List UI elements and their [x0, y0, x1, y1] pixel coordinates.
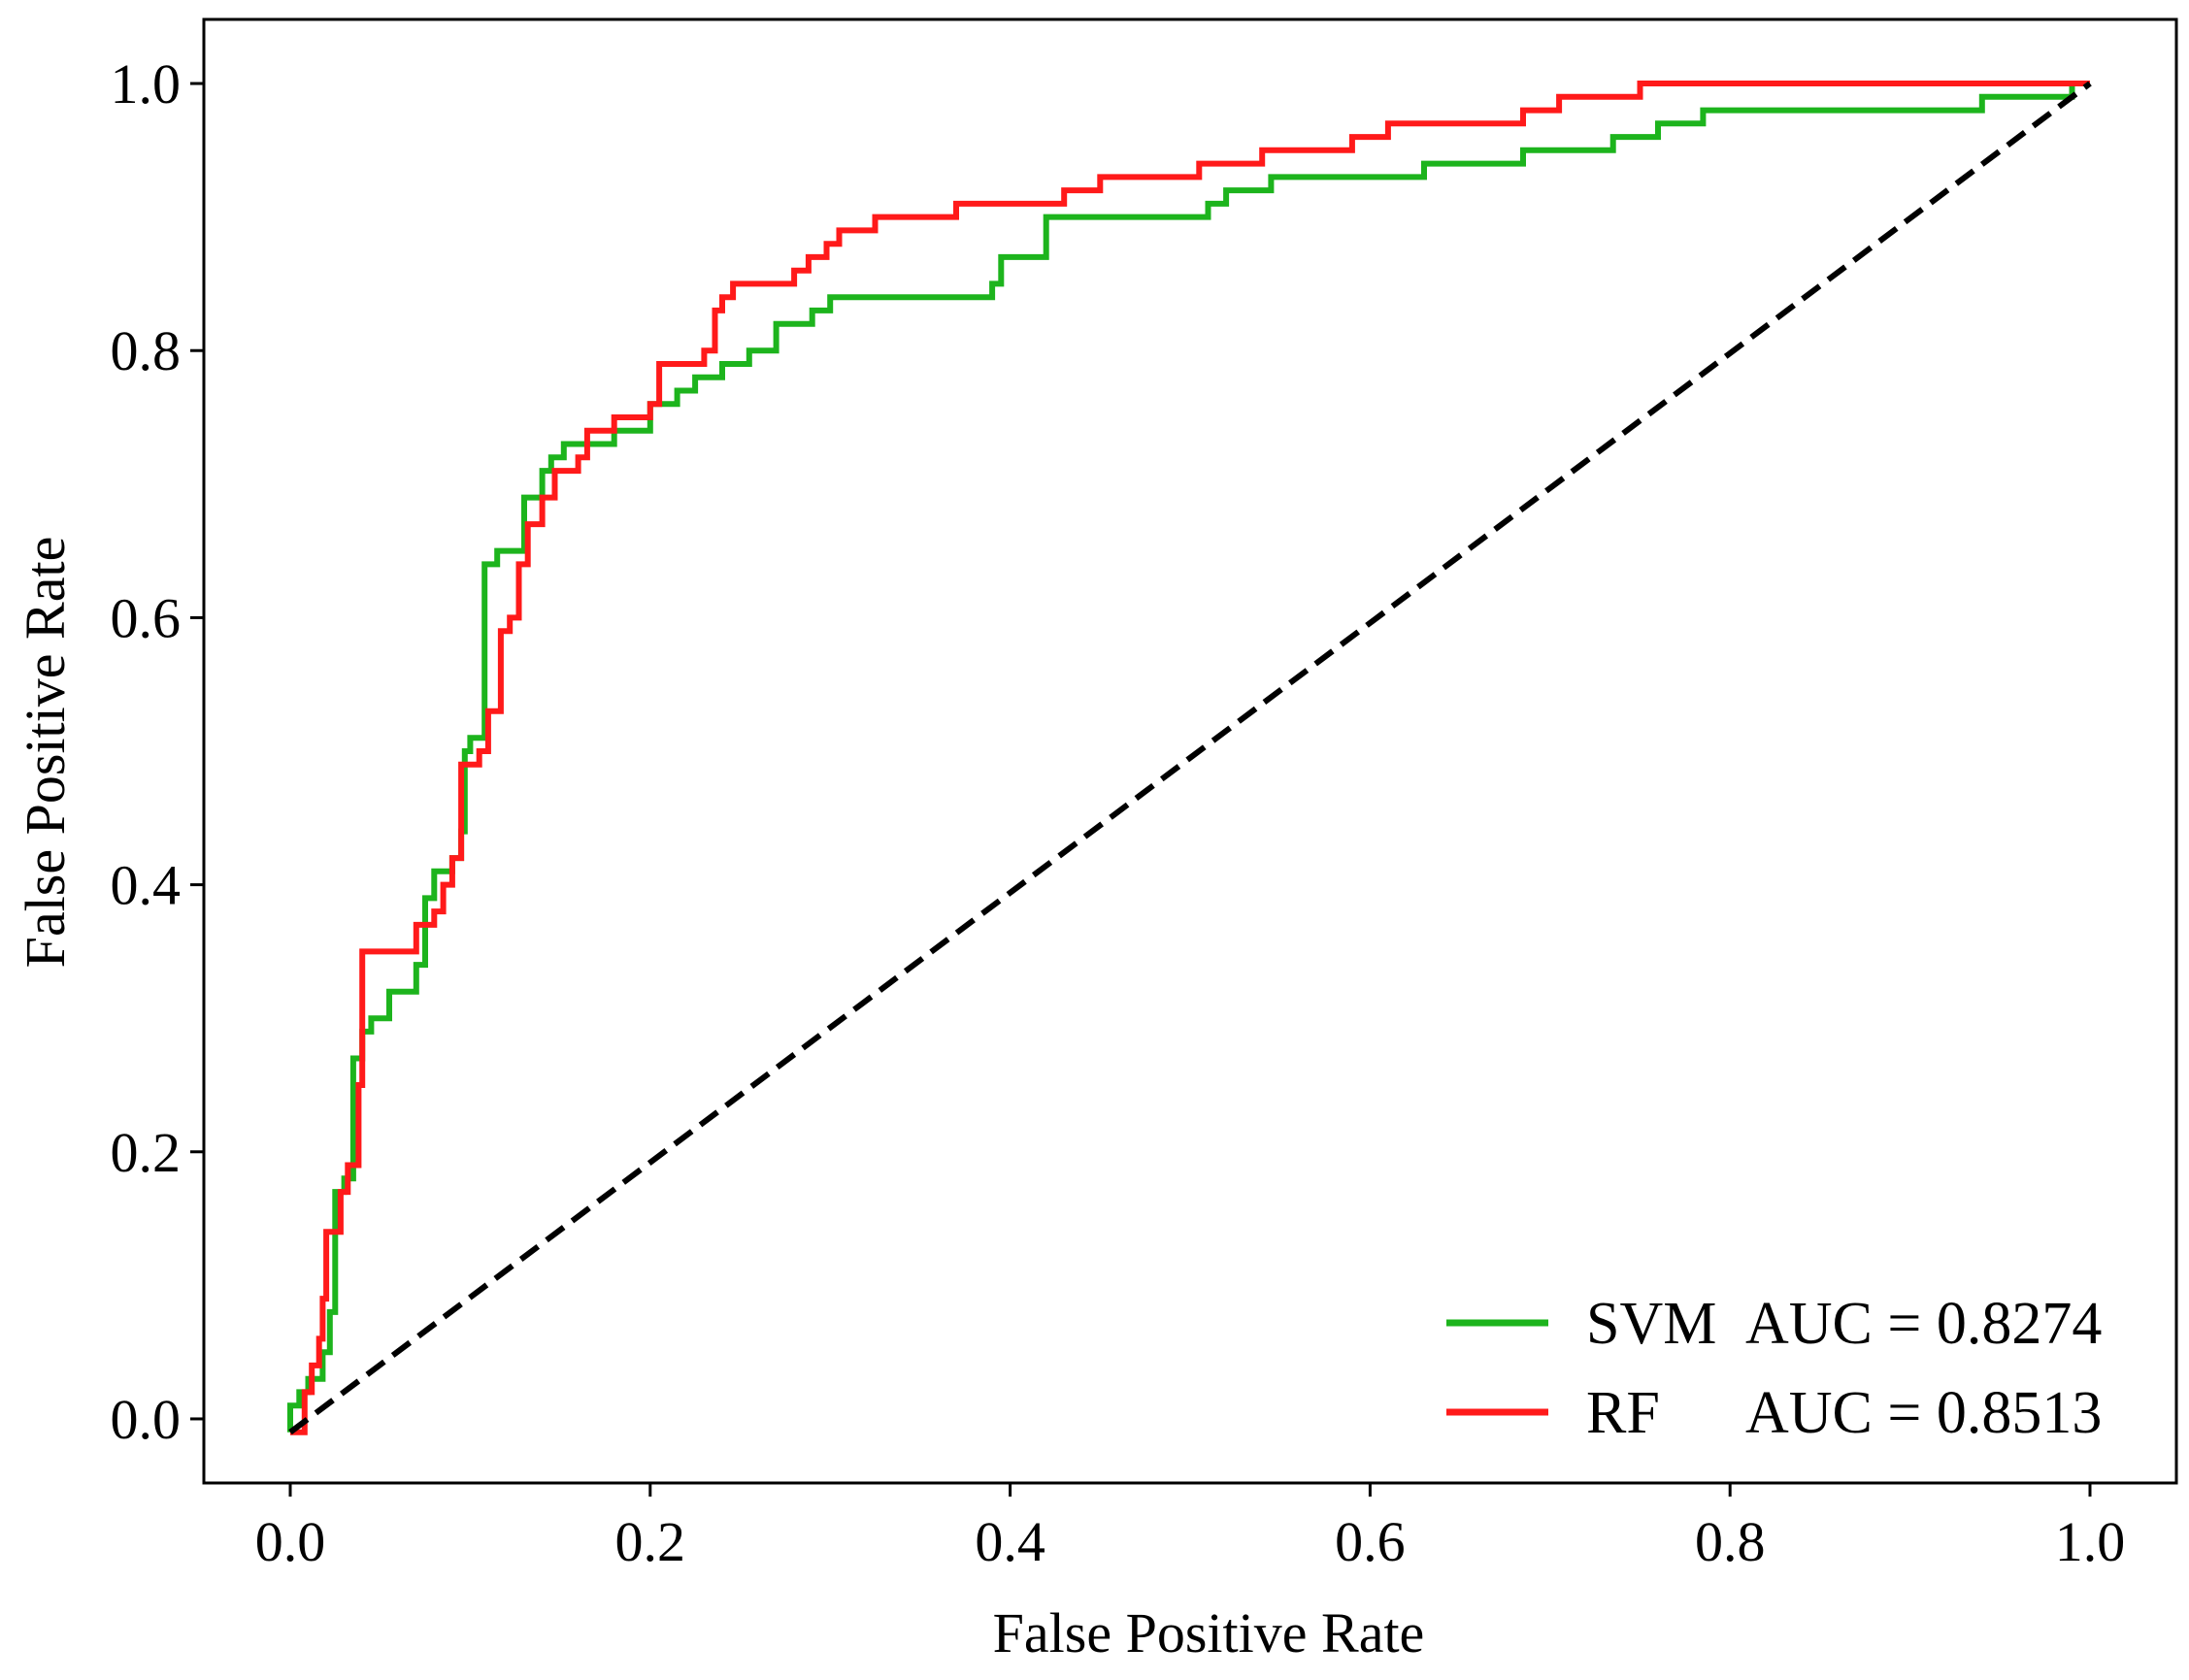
x-tick-label: 0.4	[975, 1510, 1045, 1573]
legend-name-svm: SVM	[1586, 1291, 1716, 1357]
x-tick-label: 0.6	[1335, 1510, 1406, 1573]
x-tick-label: 0.2	[615, 1510, 686, 1573]
legend-auc-svm: AUC = 0.8274	[1745, 1291, 2102, 1357]
x-tick-label: 1.0	[2055, 1510, 2126, 1573]
series-line-rf	[290, 81, 2090, 1435]
series-line-chance	[288, 81, 2092, 1435]
plot-lines	[287, 81, 2092, 1435]
legend: SVM AUC = 0.8274 RF AUC = 0.8513	[1446, 1291, 2102, 1446]
y-axis-label: False Positive Rate	[14, 537, 77, 969]
plot-frame	[202, 17, 2178, 1485]
x-tick-label: 0.0	[255, 1510, 326, 1573]
legend-name-rf: RF	[1586, 1380, 1660, 1446]
y-tick-label: 0.2	[111, 1121, 182, 1184]
y-tick-label: 0.6	[111, 586, 182, 649]
y-tick-label: 0.0	[111, 1388, 182, 1451]
x-axis-ticks: 0.0 0.2 0.4 0.6 0.8 1.0	[255, 1483, 2126, 1573]
series-line-svm	[287, 81, 2090, 1433]
x-axis-label: False Positive Rate	[993, 1601, 1425, 1664]
y-tick-label: 0.8	[111, 319, 182, 382]
y-axis-ticks: 0.0 0.2 0.4 0.6 0.8 1.0	[111, 52, 204, 1451]
y-tick-label: 0.4	[111, 854, 182, 917]
x-tick-label: 0.8	[1695, 1510, 1766, 1573]
y-tick-label: 1.0	[111, 52, 182, 115]
legend-auc-rf: AUC = 0.8513	[1745, 1380, 2102, 1446]
